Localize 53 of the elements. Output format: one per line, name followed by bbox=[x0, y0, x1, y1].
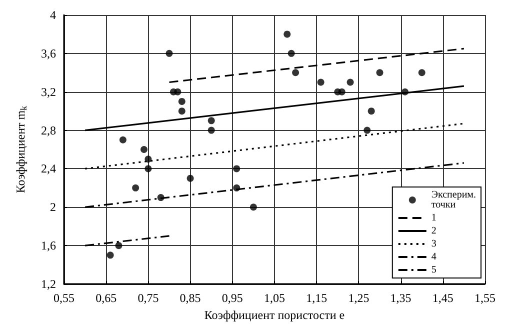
x-tick-label: 0,65 bbox=[96, 291, 117, 305]
point bbox=[132, 184, 140, 192]
x-tick-label: 0,95 bbox=[222, 291, 243, 305]
x-tick-label: 0,55 bbox=[54, 291, 74, 305]
y-tick-label: 2,4 bbox=[41, 162, 56, 176]
y-tick-label: 3,2 bbox=[41, 84, 56, 99]
point bbox=[144, 156, 152, 163]
legend-label: 5 bbox=[431, 264, 436, 276]
x-tick-label: 0,85 bbox=[180, 291, 201, 305]
legend-label: 2 bbox=[431, 226, 436, 236]
legend-label: Эксперим. точки bbox=[431, 190, 476, 210]
point bbox=[174, 88, 182, 96]
point bbox=[368, 108, 375, 115]
point bbox=[346, 78, 354, 86]
point bbox=[140, 146, 148, 153]
point bbox=[284, 30, 291, 38]
x-tick-label: 1,45 bbox=[432, 291, 454, 305]
point bbox=[119, 136, 126, 144]
y-tick-label: 2,8 bbox=[41, 123, 56, 138]
x-tick-label: 1,25 bbox=[348, 291, 370, 305]
y-tick-label: 1,6 bbox=[41, 238, 56, 253]
point bbox=[292, 69, 300, 76]
point bbox=[178, 98, 186, 105]
x-tick-label: 1,05 bbox=[264, 291, 285, 305]
y-tick-label: 4 bbox=[50, 8, 56, 22]
legend-label: 1 bbox=[431, 212, 436, 224]
x-tick-label: 1,55 bbox=[474, 291, 496, 305]
point bbox=[288, 50, 295, 57]
point bbox=[418, 69, 426, 76]
point bbox=[144, 165, 152, 172]
point bbox=[186, 174, 194, 182]
x-tick-label: 1,35 bbox=[390, 291, 412, 305]
legend-label: 3 bbox=[431, 238, 436, 250]
point bbox=[250, 204, 257, 211]
y-axis-title: Коэффициент mk bbox=[14, 105, 28, 194]
point bbox=[106, 252, 114, 259]
x-axis-title: Коэффициент пористости e bbox=[204, 308, 345, 322]
point bbox=[317, 78, 324, 86]
y-tick-label: 3,6 bbox=[41, 46, 56, 60]
point bbox=[166, 50, 173, 57]
point bbox=[208, 126, 215, 134]
point bbox=[208, 117, 215, 124]
point bbox=[233, 165, 240, 172]
point bbox=[115, 242, 122, 250]
point bbox=[364, 126, 371, 134]
point bbox=[178, 108, 186, 115]
x-tick-label: 0,75 bbox=[138, 291, 159, 305]
y-tick-label: 1,2 bbox=[41, 277, 56, 291]
legend-label: 4 bbox=[431, 252, 436, 262]
point bbox=[338, 88, 346, 96]
x-tick-label: 1,15 bbox=[306, 291, 328, 305]
y-tick-label: 2 bbox=[50, 200, 56, 214]
point bbox=[376, 69, 384, 76]
